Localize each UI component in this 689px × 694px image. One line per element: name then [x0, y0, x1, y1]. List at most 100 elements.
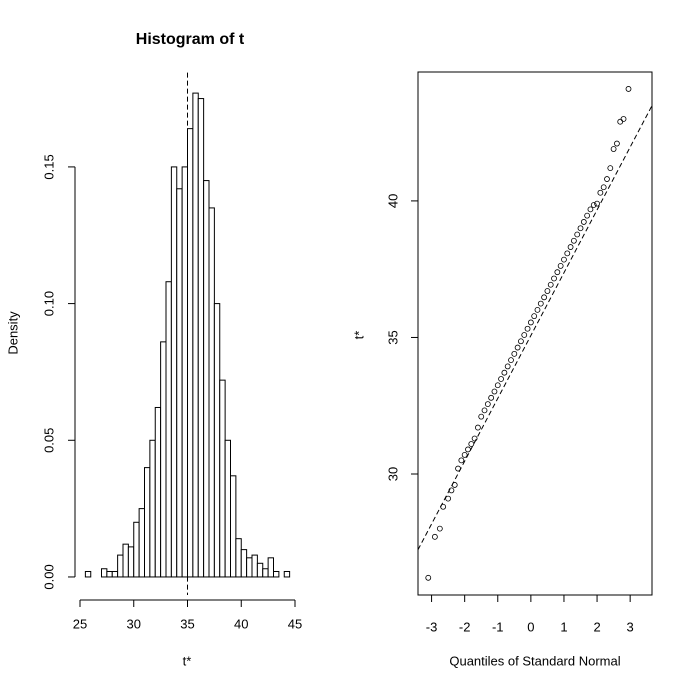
- x-tick-label: -3: [426, 619, 438, 634]
- point: [544, 288, 551, 294]
- point: [551, 275, 557, 282]
- point: [481, 407, 488, 414]
- point: [445, 495, 452, 502]
- point: [484, 401, 491, 407]
- x-tick-label: -1: [492, 619, 504, 634]
- bar: [224, 439, 231, 578]
- point: [468, 441, 475, 447]
- point: [547, 281, 554, 288]
- y-tick-label: 30: [385, 467, 400, 481]
- point: [537, 300, 544, 307]
- bar: [187, 128, 194, 578]
- bar: [176, 188, 183, 578]
- point: [584, 212, 591, 219]
- bar: [192, 92, 199, 578]
- bar: [197, 98, 205, 578]
- bar: [165, 281, 172, 578]
- point: [614, 140, 620, 147]
- bar: [208, 207, 215, 578]
- bar: [149, 439, 156, 578]
- point: [561, 256, 567, 263]
- point: [527, 319, 534, 326]
- point: [440, 503, 447, 510]
- bar: [111, 570, 119, 578]
- point: [557, 263, 564, 269]
- bar: [84, 570, 92, 578]
- point: [590, 202, 597, 208]
- bar: [203, 180, 210, 578]
- qq-line: [418, 105, 652, 550]
- bar: [144, 467, 151, 578]
- x-tick-label: 45: [288, 616, 302, 631]
- point: [494, 382, 501, 389]
- plot-frame: [417, 71, 653, 596]
- point: [511, 350, 518, 357]
- point: [461, 451, 468, 458]
- point: [524, 325, 531, 332]
- bar: [127, 546, 135, 578]
- point: [471, 435, 478, 442]
- x-tick-label: 25: [73, 616, 87, 631]
- x-tick-label: 35: [180, 616, 194, 631]
- bar: [251, 554, 258, 578]
- x-axis-label: t*: [183, 653, 192, 668]
- point: [564, 250, 571, 257]
- x-tick-label: 0: [527, 619, 534, 634]
- bar: [154, 406, 162, 578]
- bar: [138, 508, 145, 578]
- y-tick-label: 0.05: [41, 428, 56, 453]
- bar: [133, 521, 140, 578]
- x-tick-label: 3: [627, 619, 634, 634]
- x-tick-label: 30: [127, 616, 141, 631]
- point: [554, 269, 561, 276]
- bar: [246, 557, 253, 578]
- point: [514, 344, 521, 351]
- x-tick-label: 2: [593, 619, 600, 634]
- bar: [170, 166, 178, 578]
- point: [597, 189, 604, 196]
- bar: [213, 303, 221, 578]
- bar: [256, 562, 264, 578]
- point: [604, 176, 610, 182]
- x-tick-label: 1: [560, 619, 567, 634]
- point: [431, 533, 438, 540]
- point: [607, 165, 614, 172]
- point: [475, 424, 481, 431]
- point: [594, 200, 600, 207]
- bar: [262, 568, 269, 578]
- point: [534, 306, 541, 313]
- point: [455, 465, 461, 472]
- y-axis-label: t*: [351, 331, 366, 340]
- bar: [235, 538, 242, 578]
- point: [436, 525, 443, 532]
- point: [617, 118, 624, 125]
- x-tick-label: -2: [459, 619, 471, 634]
- bar: [230, 475, 237, 578]
- point: [587, 206, 594, 213]
- bar: [273, 570, 280, 578]
- bar: [181, 166, 188, 578]
- point: [451, 482, 458, 488]
- bar: [101, 568, 108, 578]
- point: [567, 244, 574, 250]
- bar: [219, 379, 226, 578]
- bar: [240, 549, 248, 578]
- bar: [283, 570, 291, 578]
- point: [491, 388, 498, 395]
- point: [518, 338, 524, 345]
- point: [620, 116, 627, 122]
- point: [448, 487, 455, 494]
- point: [610, 146, 617, 152]
- point: [574, 231, 581, 238]
- point: [488, 394, 495, 401]
- point: [577, 225, 584, 232]
- y-tick-label: 35: [385, 330, 400, 344]
- point: [508, 357, 514, 364]
- point: [600, 184, 607, 191]
- bar: [122, 543, 129, 578]
- bar: [106, 570, 113, 578]
- bar: [267, 557, 274, 578]
- bar: [160, 341, 167, 578]
